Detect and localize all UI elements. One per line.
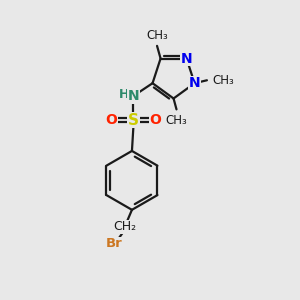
Text: O: O: [105, 113, 117, 127]
Text: H: H: [119, 88, 129, 100]
Text: CH₃: CH₃: [146, 29, 168, 42]
Text: CH₃: CH₃: [212, 74, 234, 87]
Text: N: N: [128, 89, 139, 103]
Text: CH₂: CH₂: [113, 220, 136, 233]
Text: CH₃: CH₃: [166, 114, 188, 127]
Text: O: O: [150, 113, 161, 127]
Text: Br: Br: [106, 238, 123, 250]
Text: S: S: [128, 112, 139, 128]
Text: N: N: [181, 52, 192, 65]
Text: N: N: [189, 76, 200, 90]
